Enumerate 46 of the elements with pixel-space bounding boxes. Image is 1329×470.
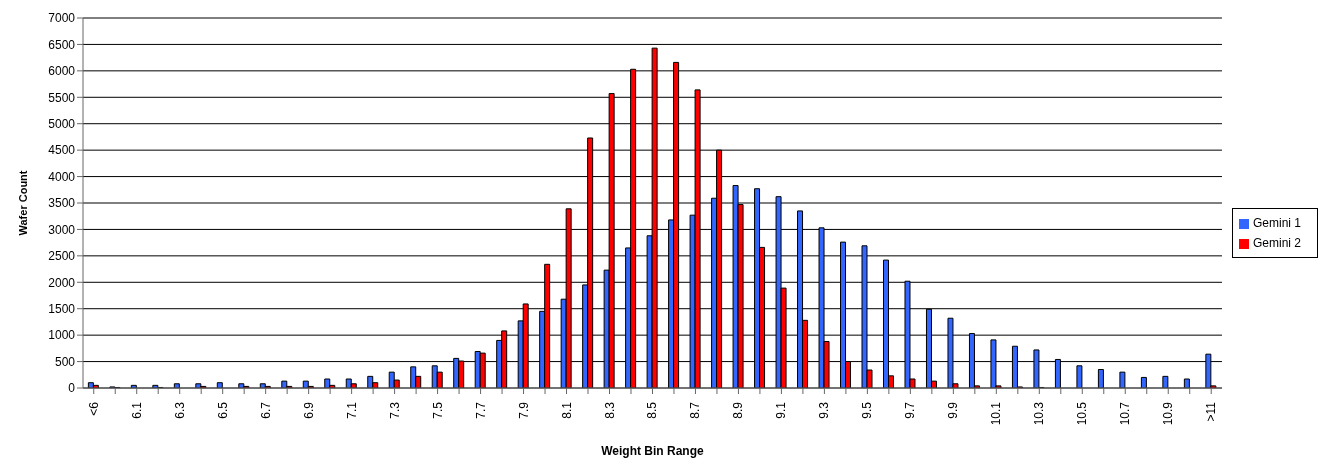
y-tick-label: 3500 <box>48 196 76 211</box>
legend-label: Gemini 1 <box>1252 216 1301 230</box>
x-tick-label: 10.5 <box>1075 401 1090 426</box>
x-tick-label: 8.7 <box>688 401 703 419</box>
x-tick-label: 7.9 <box>516 401 531 419</box>
y-tick-label: 1000 <box>48 328 76 343</box>
y-tick-label: 2000 <box>48 275 76 290</box>
x-tick-label: 6.1 <box>129 401 144 419</box>
y-tick-label: 4000 <box>48 169 76 184</box>
y-tick-label: 1500 <box>48 301 76 316</box>
y-tick-label: 4500 <box>48 143 76 158</box>
y-tick-label: 3000 <box>48 222 76 237</box>
x-tick-label: >11 <box>1204 401 1219 422</box>
x-tick-label: 7.7 <box>473 401 488 419</box>
x-tick-label: 7.1 <box>344 401 359 419</box>
x-tick-label: 6.3 <box>172 401 187 419</box>
y-axis-title: Wafer Count <box>16 170 29 236</box>
y-tick-label: 500 <box>54 354 76 369</box>
x-tick-label: 9.3 <box>817 401 832 419</box>
x-tick-label: 9.5 <box>860 401 875 419</box>
x-tick-label: 8.1 <box>559 401 574 419</box>
x-tick-label: 8.5 <box>645 401 660 419</box>
x-tick-label: 6.7 <box>258 401 273 419</box>
x-tick-label: 7.3 <box>387 401 402 419</box>
x-tick-label: 9.1 <box>774 401 789 419</box>
x-tick-label: 7.5 <box>430 401 445 419</box>
y-tick-label: 2500 <box>48 249 76 264</box>
x-tick-label: 10.1 <box>989 401 1004 426</box>
y-tick-label: 5500 <box>48 90 76 105</box>
x-tick-label: 8.3 <box>602 401 617 419</box>
legend-label: Gemini 2 <box>1252 236 1301 250</box>
y-tick-label: 0 <box>68 381 76 396</box>
x-tick-label: <6 <box>86 401 101 416</box>
x-tick-label: 6.9 <box>301 401 316 419</box>
x-tick-label: 10.7 <box>1118 401 1133 426</box>
y-tick-label: 6500 <box>48 37 76 52</box>
x-tick-label: 6.5 <box>215 401 230 419</box>
x-axis-title: Weight Bin Range <box>601 444 705 458</box>
x-tick-label: 10.3 <box>1032 401 1047 426</box>
x-tick-label: 8.9 <box>731 401 746 419</box>
x-tick-label: 9.7 <box>903 401 918 419</box>
x-tick-label: 9.9 <box>946 401 961 419</box>
x-tick-label: 10.9 <box>1161 401 1176 426</box>
y-tick-label: 6000 <box>48 64 76 79</box>
y-tick-label: 7000 <box>48 11 76 26</box>
y-tick-label: 5000 <box>48 116 76 131</box>
